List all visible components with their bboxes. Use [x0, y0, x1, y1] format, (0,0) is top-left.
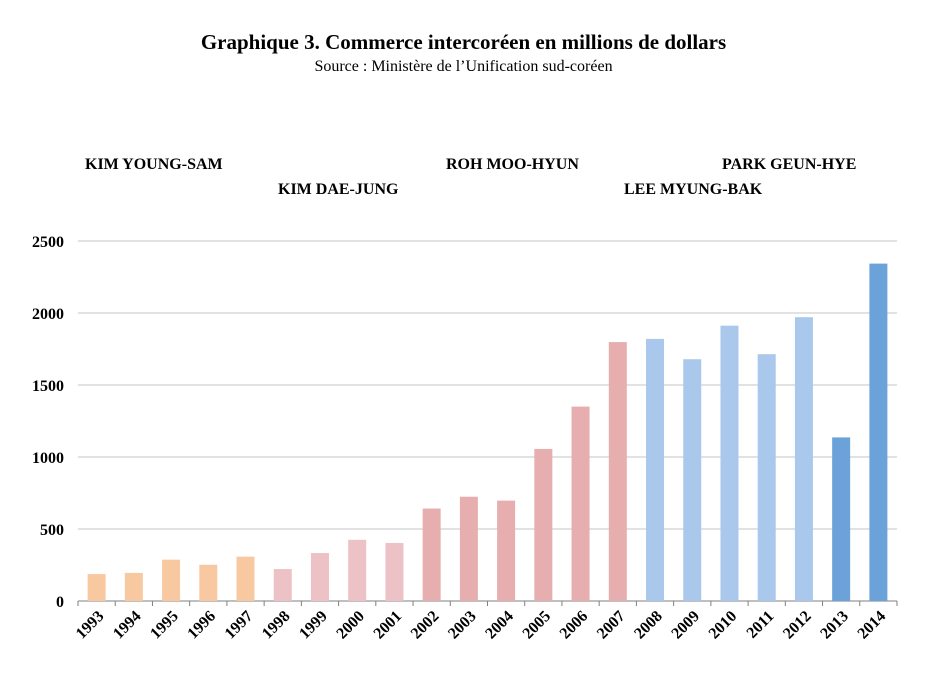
bar-1997 [236, 556, 255, 601]
bar-1996 [199, 564, 218, 601]
x-tick-label: 2012 [780, 608, 815, 643]
period-label-kim-dae-jung: KIM DAE-JUNG [278, 181, 399, 198]
x-tick-label: 2001 [371, 608, 406, 643]
bar-2013 [832, 437, 851, 601]
bar-2014 [869, 263, 888, 601]
x-tick-label: 2009 [668, 608, 703, 643]
bar-2006 [571, 406, 590, 601]
bar-2011 [757, 354, 776, 601]
bar-2000 [348, 539, 367, 601]
x-tick-label: 2005 [520, 608, 555, 643]
bar-2002 [422, 508, 441, 601]
y-tick-label: 1500 [32, 378, 64, 395]
x-tick-label: 2013 [817, 608, 852, 643]
bar-2003 [459, 496, 478, 601]
bar-2009 [683, 359, 702, 601]
x-tick-label: 1997 [222, 608, 257, 643]
chart-subtitle: Source : Ministère de l’Unification sud-… [314, 58, 613, 75]
bar-1995 [162, 559, 181, 601]
bar-1999 [310, 553, 329, 601]
x-tick-label: 1999 [296, 608, 331, 643]
bar-1998 [273, 569, 292, 601]
y-tick-label: 2000 [32, 306, 64, 323]
x-tick-label: 1995 [147, 608, 182, 643]
y-tick-label: 0 [56, 594, 64, 611]
bar-2008 [646, 338, 665, 601]
x-tick-label: 2007 [594, 608, 629, 643]
x-tick-label: 1998 [259, 608, 294, 643]
x-tick-label: 2006 [557, 608, 592, 643]
bar-2005 [534, 448, 553, 601]
x-tick-label: 2002 [408, 608, 443, 643]
x-tick-label: 2008 [631, 608, 666, 643]
x-tick-label: 1993 [73, 608, 108, 643]
period-label-roh-moo-hyun: ROH MOO-HYUN [446, 156, 579, 173]
x-tick-label: 2014 [855, 608, 890, 643]
x-tick-label: 2000 [333, 608, 368, 643]
bar-1993 [87, 574, 106, 601]
x-tick-label: 1996 [184, 608, 219, 643]
x-tick-label: 1994 [110, 608, 145, 643]
x-tick-label: 2004 [482, 608, 517, 643]
bar-2001 [385, 542, 404, 601]
period-label-lee-myung-bak: LEE MYUNG-BAK [624, 181, 763, 198]
y-tick-label: 1000 [32, 450, 64, 467]
bar-2012 [794, 317, 813, 601]
period-label-kim-young-sam: KIM YOUNG-SAM [85, 156, 223, 173]
chart-title: Graphique 3. Commerce intercoréen en mil… [200, 30, 727, 54]
x-tick-label: 2011 [744, 608, 778, 642]
x-tick-label: 2010 [706, 608, 741, 643]
y-tick-label: 2500 [32, 234, 64, 251]
y-tick-label: 500 [40, 522, 64, 539]
bar-1994 [124, 572, 143, 601]
period-label-park-geun-hye: PARK GEUN-HYE [722, 156, 857, 173]
bar-2004 [497, 500, 516, 601]
bar-2010 [720, 325, 739, 601]
x-tick-label: 2003 [445, 608, 480, 643]
bar-2007 [608, 342, 627, 601]
